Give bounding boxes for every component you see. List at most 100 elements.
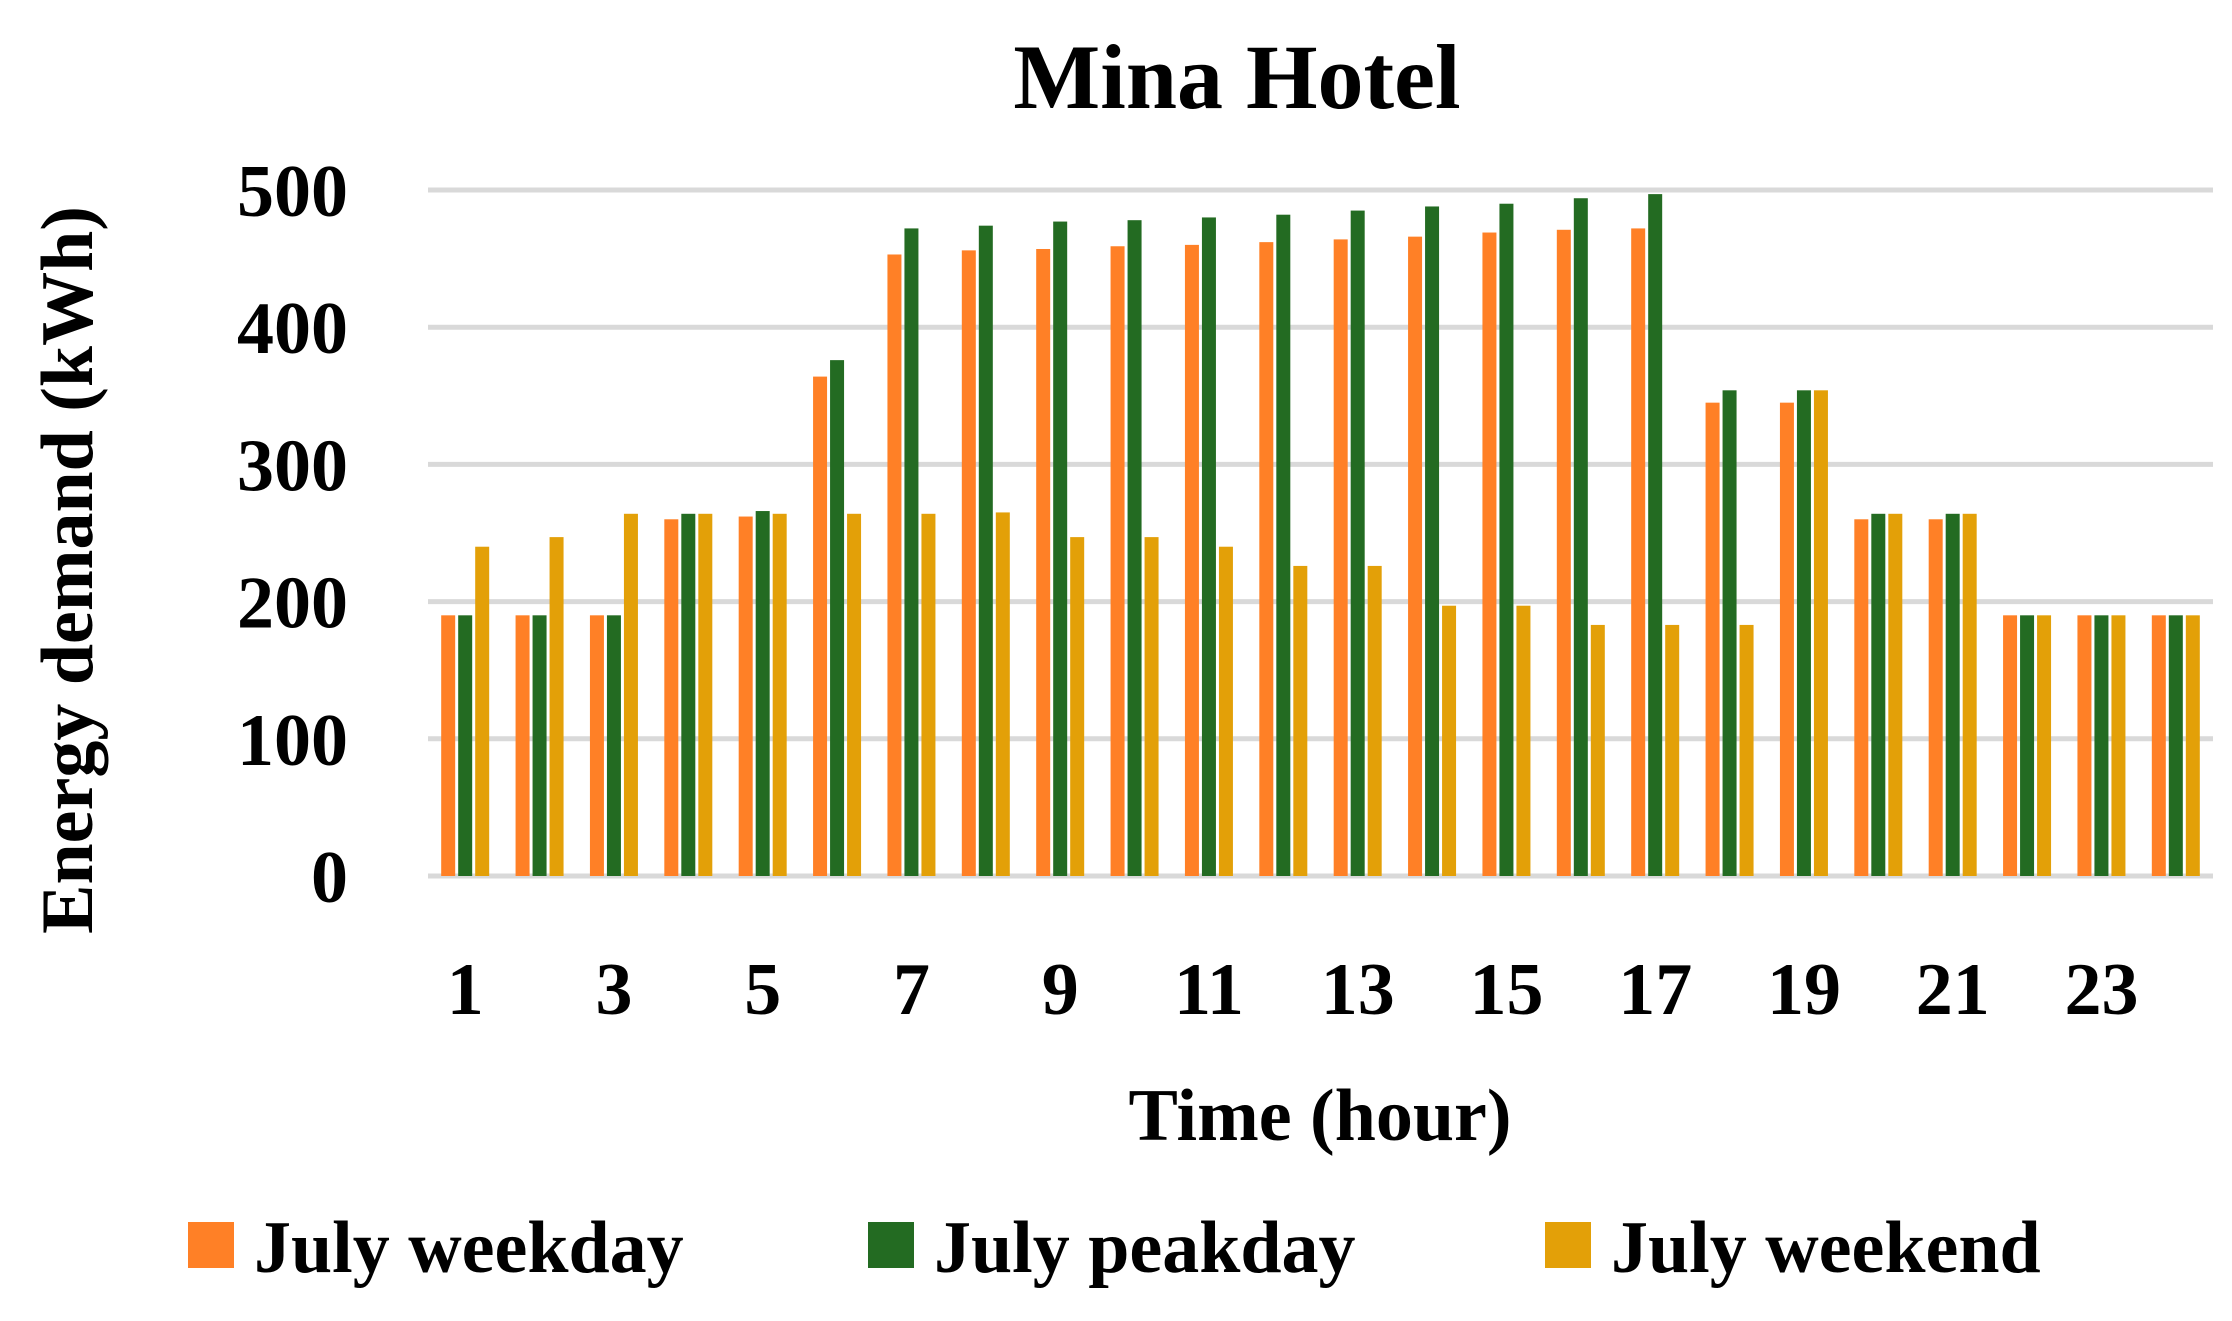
bar-july-peakday-4 — [681, 513, 696, 876]
bar-july-weekend-14 — [1442, 605, 1457, 876]
bar-july-peakday-15 — [1499, 203, 1514, 877]
legend-label-0: July weekday — [254, 1207, 684, 1289]
bar-july-peakday-13 — [1350, 210, 1365, 876]
x-tick-label: 11 — [1174, 949, 1244, 1031]
bar-july-weekday-2 — [515, 615, 530, 876]
legend-label-2: July weekend — [1611, 1207, 2041, 1289]
bar-july-peakday-8 — [978, 225, 993, 876]
bar-july-peakday-22 — [2020, 615, 2035, 876]
bar-july-weekend-8 — [995, 512, 1010, 876]
bar-july-weekday-24 — [2151, 615, 2166, 876]
bar-july-weekend-19 — [1813, 390, 1828, 876]
bar-july-weekend-6 — [847, 513, 862, 876]
x-tick-label: 17 — [1618, 949, 1692, 1031]
bar-july-weekday-6 — [813, 376, 828, 876]
bar-july-weekend-16 — [1590, 624, 1605, 876]
bar-july-peakday-2 — [532, 615, 547, 876]
bar-july-weekend-22 — [2037, 615, 2052, 876]
bar-july-weekday-3 — [589, 615, 604, 876]
bar-july-peakday-23 — [2094, 615, 2109, 876]
x-tick-label: 1 — [447, 949, 484, 1031]
bar-july-weekday-20 — [1854, 519, 1869, 876]
legend-swatch-2 — [1545, 1222, 1591, 1268]
y-tick-label: 400 — [237, 288, 348, 370]
bar-july-weekend-12 — [1293, 565, 1308, 876]
x-tick-label: 13 — [1321, 949, 1395, 1031]
bar-july-peakday-1 — [458, 615, 473, 876]
x-tick-label: 21 — [1916, 949, 1990, 1031]
x-tick-label: 9 — [1042, 949, 1079, 1031]
gridlines — [428, 187, 2213, 879]
bar-july-weekday-5 — [738, 516, 753, 876]
bar-july-weekday-11 — [1184, 244, 1199, 876]
bar-july-weekday-9 — [1036, 248, 1051, 877]
bar-july-weekday-4 — [664, 519, 679, 876]
bar-july-peakday-7 — [904, 228, 919, 876]
bar-july-weekday-21 — [1928, 519, 1943, 876]
chart-title: Mina Hotel — [1013, 26, 1460, 128]
bars — [441, 194, 2200, 877]
bar-july-weekday-10 — [1110, 246, 1125, 876]
bar-july-peakday-16 — [1573, 198, 1588, 876]
legend-swatch-1 — [868, 1222, 914, 1268]
bar-july-weekend-20 — [1888, 513, 1903, 876]
bar-july-weekend-7 — [921, 513, 936, 876]
bar-july-weekend-23 — [2111, 615, 2126, 876]
bar-july-weekend-24 — [2185, 615, 2200, 876]
y-tick-label: 0 — [311, 837, 348, 919]
bar-july-peakday-21 — [1945, 513, 1960, 876]
legend: July weekday July peakday July weekend — [188, 1207, 2041, 1289]
bar-july-peakday-14 — [1425, 206, 1440, 877]
bar-july-weekend-4 — [698, 513, 713, 876]
x-tick-label: 7 — [893, 949, 930, 1031]
legend-swatch-0 — [188, 1222, 234, 1268]
bar-july-peakday-12 — [1276, 214, 1291, 877]
bar-july-weekend-13 — [1367, 565, 1382, 876]
bar-july-peakday-17 — [1648, 194, 1663, 877]
y-tick-label: 300 — [237, 425, 348, 507]
bar-july-weekend-18 — [1739, 624, 1754, 876]
bar-july-weekend-1 — [475, 546, 490, 876]
y-axis-title: Energy demand (kWh) — [27, 206, 109, 934]
bar-july-weekday-18 — [1705, 402, 1720, 876]
bar-july-weekday-7 — [887, 254, 902, 876]
bar-july-peakday-19 — [1796, 390, 1811, 876]
bar-july-peakday-24 — [2168, 615, 2183, 876]
bar-july-peakday-20 — [1871, 513, 1886, 876]
bar-july-peakday-3 — [606, 615, 621, 876]
bar-july-weekday-13 — [1333, 239, 1348, 877]
x-tick-label: 19 — [1767, 949, 1841, 1031]
x-tick-label: 3 — [595, 949, 632, 1031]
y-tick-label: 200 — [237, 563, 348, 645]
bar-july-peakday-6 — [830, 360, 845, 876]
bar-july-peakday-11 — [1201, 217, 1216, 876]
x-tick-label: 23 — [2064, 949, 2138, 1031]
bar-july-weekday-12 — [1259, 242, 1274, 877]
bar-july-weekday-16 — [1556, 229, 1571, 877]
bar-july-weekday-15 — [1482, 232, 1497, 877]
y-tick-label: 500 — [237, 151, 348, 233]
bar-july-peakday-10 — [1127, 220, 1142, 876]
bar-july-weekday-8 — [961, 250, 976, 877]
x-axis-title: Time (hour) — [1128, 1075, 1511, 1157]
bar-july-weekend-21 — [1962, 513, 1977, 876]
bar-july-peakday-9 — [1053, 221, 1068, 876]
bar-july-weekday-17 — [1631, 228, 1646, 876]
bar-july-weekend-10 — [1144, 537, 1159, 876]
x-axis-ticks: 1 3 5 7 9 11 13 15 17 19 21 23 — [447, 949, 2139, 1031]
x-tick-label: 5 — [744, 949, 781, 1031]
bar-july-weekend-17 — [1665, 624, 1680, 876]
bar-july-weekday-22 — [2003, 615, 2018, 876]
legend-label-1: July peakday — [934, 1207, 1356, 1289]
bar-july-weekend-5 — [772, 513, 787, 876]
x-tick-label: 15 — [1469, 949, 1543, 1031]
y-tick-label: 100 — [237, 700, 348, 782]
bar-july-weekend-11 — [1218, 546, 1233, 876]
bar-july-weekend-9 — [1070, 537, 1085, 876]
bar-july-peakday-18 — [1722, 390, 1737, 876]
bar-july-weekday-1 — [441, 615, 456, 876]
bar-july-weekend-15 — [1516, 605, 1531, 876]
bar-july-weekday-23 — [2077, 615, 2092, 876]
bar-july-weekend-2 — [549, 537, 564, 876]
